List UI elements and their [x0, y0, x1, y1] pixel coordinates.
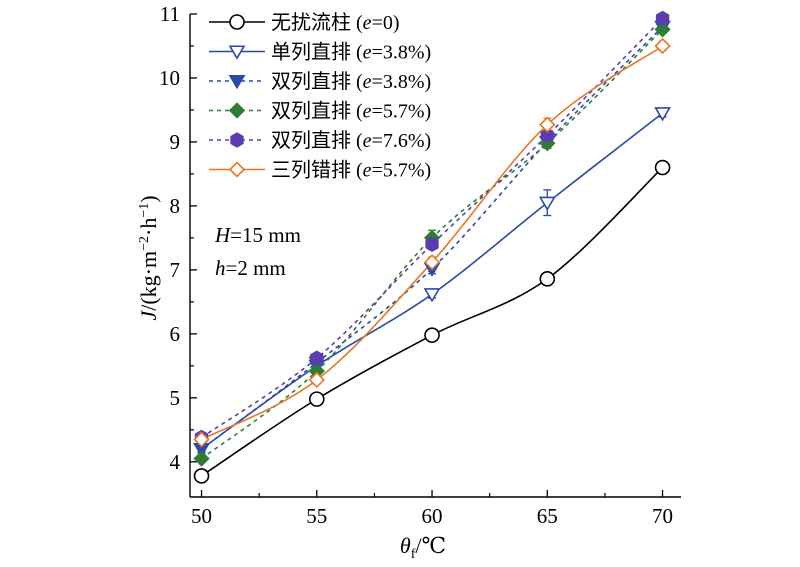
y-tick-label: 5: [170, 386, 181, 410]
legend-entry-0: 无扰流柱 (e=0): [209, 11, 400, 34]
legend-marker: [228, 74, 246, 90]
data-point-s5-2: [423, 254, 441, 271]
x-tick-label: 50: [191, 504, 212, 528]
legend-marker: [228, 45, 246, 60]
legend-series-name: 三列错排 (: [271, 159, 363, 182]
y-axis-exponent-2: −1: [137, 203, 152, 218]
data-point-s4-4: [655, 10, 670, 27]
legend-label: 双列直排 (e=7.6%): [271, 129, 431, 152]
y-tick-label: 4: [170, 450, 181, 474]
data-point-s5-3: [539, 116, 556, 133]
x-tick-label: 60: [422, 504, 443, 528]
legend-param-value: =5.7%): [372, 160, 432, 182]
data-point-s4-1: [310, 350, 324, 366]
annotations: H=15 mmh=2 mm: [214, 223, 301, 280]
data-point-s1-2: [423, 288, 441, 303]
data-point-s4-2: [425, 236, 439, 252]
legend-entry-1: 单列直排 (e=3.8%): [209, 41, 431, 64]
annotation-text: =15 mm: [230, 223, 301, 247]
x-axis-title: θf/℃: [400, 533, 446, 562]
x-axis-unit: /℃: [415, 533, 446, 558]
legend-label: 双列直排 (e=5.7%): [271, 100, 431, 123]
annotation-symbol: H: [214, 223, 232, 247]
legend-label: 单列直排 (e=3.8%): [271, 41, 431, 64]
data-markers: [193, 10, 671, 484]
annotation-symbol: h: [215, 256, 226, 280]
data-point-s5-1: [308, 371, 325, 389]
y-axis-unit: /(kg·m: [136, 251, 161, 311]
legend-entry-4: 双列直排 (e=7.6%): [209, 129, 431, 152]
y-tick-label: 6: [170, 322, 181, 346]
legend: 无扰流柱 (e=0)单列直排 (e=3.8%)双列直排 (e=3.8%)双列直排…: [209, 11, 431, 182]
data-point-s4-3: [540, 127, 554, 144]
data-point-s0-3: [539, 271, 556, 287]
data-point-s3-4: [654, 21, 671, 38]
legend-entry-3: 双列直排 (e=5.7%): [209, 100, 431, 123]
legend-param: e: [363, 71, 372, 93]
legend-param: e: [363, 42, 372, 64]
y-tick-label: 9: [170, 130, 181, 154]
data-point-s1-3: [538, 196, 556, 211]
legend-label: 双列直排 (e=3.8%): [271, 70, 431, 93]
x-tick-label: 55: [306, 504, 327, 528]
data-point-s0-1: [308, 391, 325, 407]
y-tick-label: 8: [170, 194, 181, 218]
legend-entry-5: 三列错排 (e=5.7%): [209, 159, 431, 182]
tick-marks: [190, 13, 664, 497]
x-tick-label: 70: [652, 504, 673, 528]
legend-label: 三列错排 (e=5.7%): [271, 159, 431, 182]
legend-series-name: 无扰流柱 (: [271, 11, 363, 34]
data-point-s5-4: [654, 37, 671, 55]
data-point-s0-4: [654, 159, 671, 176]
axes-frame: [189, 14, 681, 498]
y-axis-mid: ·h: [136, 218, 161, 236]
legend-series-name: 双列直排 (: [271, 129, 363, 152]
legend-param-value: =0): [372, 12, 400, 34]
legend-param-value: =3.8%): [372, 42, 432, 64]
legend-series-name: 双列直排 (: [271, 100, 363, 123]
tick-labels: 50 55 60 65 70 4 5 6 7 8 9 10 11: [159, 2, 673, 528]
legend-param: e: [363, 12, 372, 34]
data-point-s0-2: [424, 327, 440, 343]
series-line-0: [201, 166, 664, 477]
y-axis-close: ): [136, 195, 161, 202]
legend-series-name: 双列直排 (: [271, 70, 363, 93]
series-line-4: [201, 17, 664, 439]
x-axis-subscript: f: [411, 547, 416, 562]
y-tick-label: 7: [170, 258, 181, 282]
legend-entry-2: 双列直排 (e=3.8%): [209, 70, 431, 93]
legend-param-value: =3.8%): [372, 71, 432, 93]
y-tick-label: 11: [160, 2, 180, 26]
legend-param: e: [363, 101, 372, 123]
series-line-2: [201, 26, 664, 450]
x-axis-symbol: θ: [400, 533, 411, 558]
data-point-s5-0: [193, 431, 210, 448]
y-axis-symbol: J: [136, 310, 161, 321]
y-axis-title: J/(kg·m−2·h−1): [136, 195, 161, 320]
legend-label: 无扰流柱 (e=0): [271, 11, 400, 34]
legend-param-value: =7.6%): [372, 130, 432, 152]
annotation-text: =2 mm: [226, 256, 286, 280]
legend-marker: [230, 132, 244, 148]
legend-param: e: [363, 160, 372, 182]
legend-series-name: 单列直排 (: [271, 41, 363, 64]
x-tick-label: 65: [537, 504, 558, 528]
data-point-s3-0: [193, 450, 210, 467]
legend-param-value: =5.7%): [372, 101, 432, 123]
legend-param: e: [363, 130, 372, 152]
y-axis-exponent-1: −2: [137, 236, 152, 251]
legend-marker: [228, 161, 246, 178]
annotation-0: H=15 mm: [214, 223, 301, 247]
data-point-s0-0: [193, 468, 210, 484]
data-point-s1-4: [654, 107, 671, 122]
legend-marker: [229, 14, 245, 30]
annotation-1: h=2 mm: [215, 256, 286, 280]
legend-marker: [228, 102, 246, 119]
y-tick-label: 10: [159, 66, 180, 90]
